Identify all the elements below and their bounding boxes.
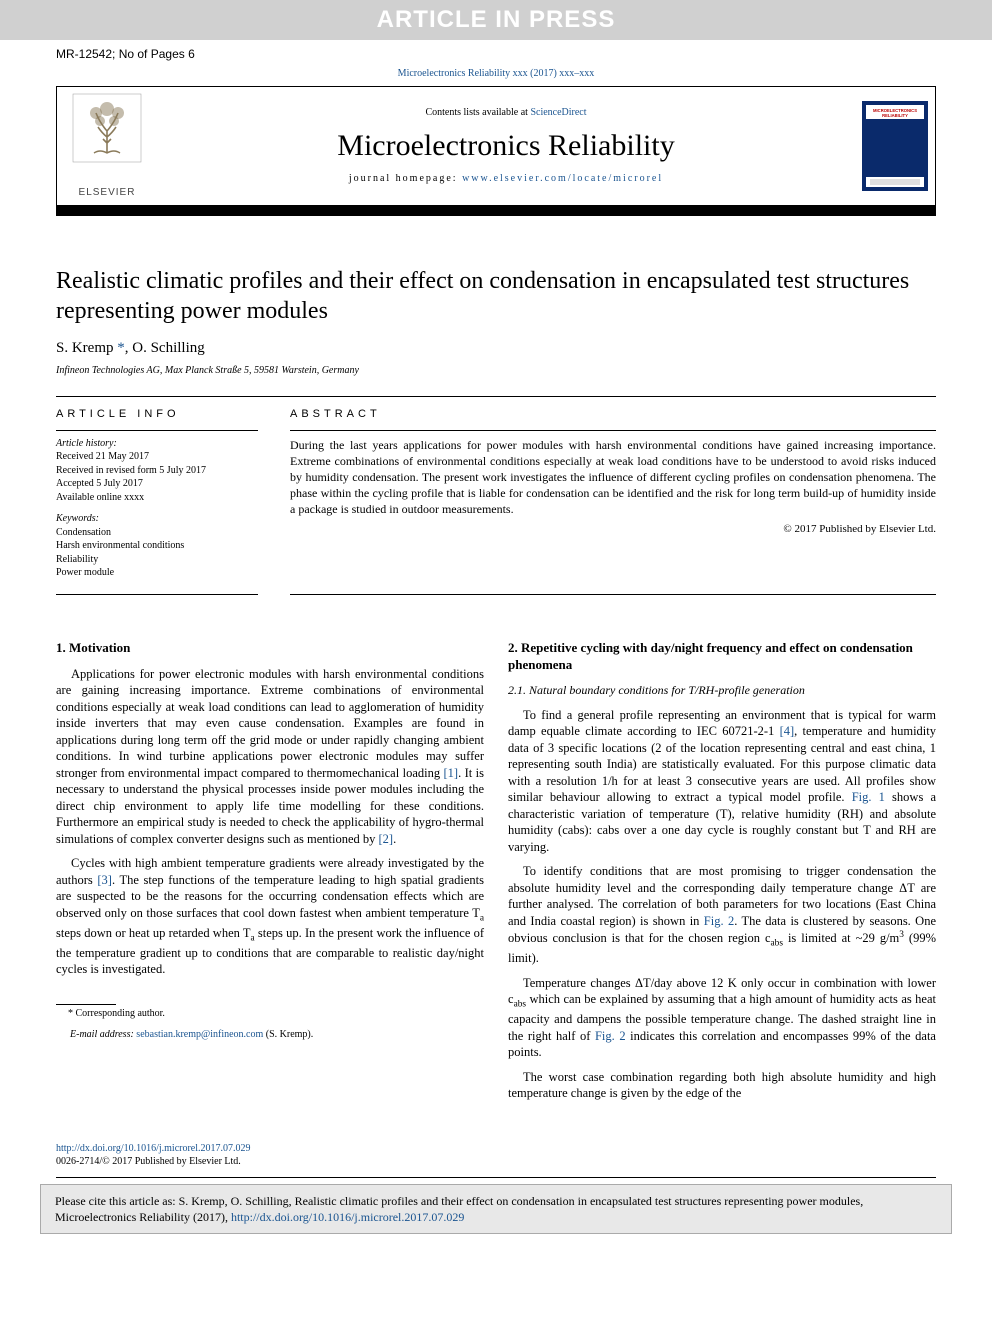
rule-top	[56, 396, 936, 397]
in-press-banner: ARTICLE IN PRESS	[0, 0, 992, 40]
contents-prefix: Contents lists available at	[425, 107, 530, 118]
text-run: steps down or heat up retarded when T	[56, 926, 251, 940]
subscript: abs	[514, 1000, 526, 1010]
abstract-column: abstract During the last years applicati…	[290, 407, 936, 588]
publisher-name: ELSEVIER	[79, 186, 136, 200]
fig-link[interactable]: Fig. 2	[595, 1029, 626, 1043]
journal-header-box: ELSEVIER Contents lists available at Sci…	[56, 86, 936, 206]
homepage-prefix: journal homepage:	[349, 173, 462, 184]
article-info-column: article info Article history: Received 2…	[56, 407, 258, 588]
rule-bottom	[290, 594, 936, 595]
article-history: Article history: Received 21 May 2017 Re…	[56, 437, 258, 505]
keywords-block: Keywords: Condensation Harsh environment…	[56, 512, 258, 580]
body-paragraph: To find a general profile representing a…	[508, 707, 936, 856]
journal-cover-area: MICROELECTRONICS RELIABILITY	[855, 87, 935, 205]
keyword: Harsh environmental conditions	[56, 539, 258, 553]
affiliation: Infineon Technologies AG, Max Planck Str…	[56, 364, 936, 378]
history-line: Received 21 May 2017	[56, 450, 258, 464]
keyword: Power module	[56, 566, 258, 580]
doi-rule	[56, 1177, 936, 1178]
homepage-line: journal homepage: www.elsevier.com/locat…	[157, 172, 855, 186]
history-line: Available online xxxx	[56, 491, 258, 505]
footnote-rule	[56, 1004, 116, 1005]
ref-link[interactable]: [3]	[97, 873, 112, 887]
body-paragraph: Temperature changes ΔT/day above 12 K on…	[508, 975, 936, 1061]
elsevier-tree-icon	[72, 93, 142, 163]
page-info: MR-12542; No of Pages 6	[0, 40, 992, 64]
doi-link[interactable]: http://dx.doi.org/10.1016/j.microrel.201…	[56, 1143, 251, 1154]
body-paragraph: Cycles with high ambient temperature gra…	[56, 855, 484, 977]
info-rule-bottom	[56, 594, 258, 595]
email-footnote: E-mail address: sebastian.kremp@infineon…	[56, 1028, 484, 1041]
cite-doi-link[interactable]: http://dx.doi.org/10.1016/j.microrel.201…	[231, 1210, 464, 1224]
journal-ref-line: Microelectronics Reliability xxx (2017) …	[0, 65, 992, 87]
abstract-label: abstract	[290, 407, 936, 422]
article-title: Realistic climatic profiles and their ef…	[56, 266, 936, 326]
fig-link[interactable]: Fig. 2	[704, 914, 734, 928]
subscript: a	[480, 913, 484, 923]
doi-block: http://dx.doi.org/10.1016/j.microrel.201…	[56, 1142, 936, 1169]
header-center: Contents lists available at ScienceDirec…	[157, 87, 855, 205]
ref-link[interactable]: [4]	[780, 724, 795, 738]
article-content: Realistic climatic profiles and their ef…	[0, 216, 992, 1120]
abstract-text: During the last years applications for p…	[290, 437, 936, 518]
meta-row: article info Article history: Received 2…	[56, 407, 936, 588]
section-2-1-title: 2.1. Natural boundary conditions for T/R…	[508, 683, 936, 699]
history-line: Received in revised form 5 July 2017	[56, 464, 258, 478]
ref-link[interactable]: [2]	[379, 832, 394, 846]
section-2-title: 2. Repetitive cycling with day/night fre…	[508, 639, 936, 673]
ref-link[interactable]: [1]	[444, 766, 459, 780]
email-link[interactable]: sebastian.kremp@infineon.com	[136, 1029, 263, 1040]
journal-cover-icon: MICROELECTRONICS RELIABILITY	[862, 101, 928, 191]
history-header: Article history:	[56, 437, 258, 451]
keywords-header: Keywords:	[56, 512, 258, 526]
sciencedirect-link[interactable]: ScienceDirect	[530, 107, 586, 118]
text-run: is limited at ~29 g/m	[783, 931, 899, 945]
text-run: . The step functions of the temperature …	[56, 873, 484, 920]
body-paragraph: Applications for power electronic module…	[56, 666, 484, 848]
body-columns: 1. Motivation Applications for power ele…	[56, 639, 936, 1110]
corresponding-author: * Corresponding author.	[56, 1007, 484, 1020]
keyword: Reliability	[56, 553, 258, 567]
section-1-title: 1. Motivation	[56, 639, 484, 656]
keyword: Condensation	[56, 526, 258, 540]
issn-copyright: 0026-2714/© 2017 Published by Elsevier L…	[56, 1156, 241, 1167]
svg-text:RELIABILITY: RELIABILITY	[882, 113, 908, 118]
email-suffix: (S. Kremp).	[263, 1029, 313, 1040]
header-black-bar	[56, 206, 936, 216]
fig-link[interactable]: Fig. 1	[852, 790, 885, 804]
text-run: Applications for power electronic module…	[56, 667, 484, 780]
cite-box: Please cite this article as: S. Kremp, O…	[40, 1184, 952, 1234]
history-line: Accepted 5 July 2017	[56, 477, 258, 491]
authors: S. Kremp *, O. Schilling	[56, 338, 936, 358]
email-label: E-mail address:	[70, 1029, 136, 1040]
homepage-link[interactable]: www.elsevier.com/locate/microrel	[462, 173, 663, 184]
info-rule	[56, 430, 258, 431]
body-paragraph: The worst case combination regarding bot…	[508, 1069, 936, 1102]
contents-line: Contents lists available at ScienceDirec…	[157, 106, 855, 120]
abstract-copyright: © 2017 Published by Elsevier Ltd.	[290, 522, 936, 537]
abstract-rule-top	[290, 430, 936, 431]
publisher-logo-area: ELSEVIER	[57, 87, 157, 205]
article-info-label: article info	[56, 407, 258, 422]
subscript: abs	[771, 939, 783, 949]
body-paragraph: To identify conditions that are most pro…	[508, 863, 936, 967]
journal-title: Microelectronics Reliability	[157, 126, 855, 167]
